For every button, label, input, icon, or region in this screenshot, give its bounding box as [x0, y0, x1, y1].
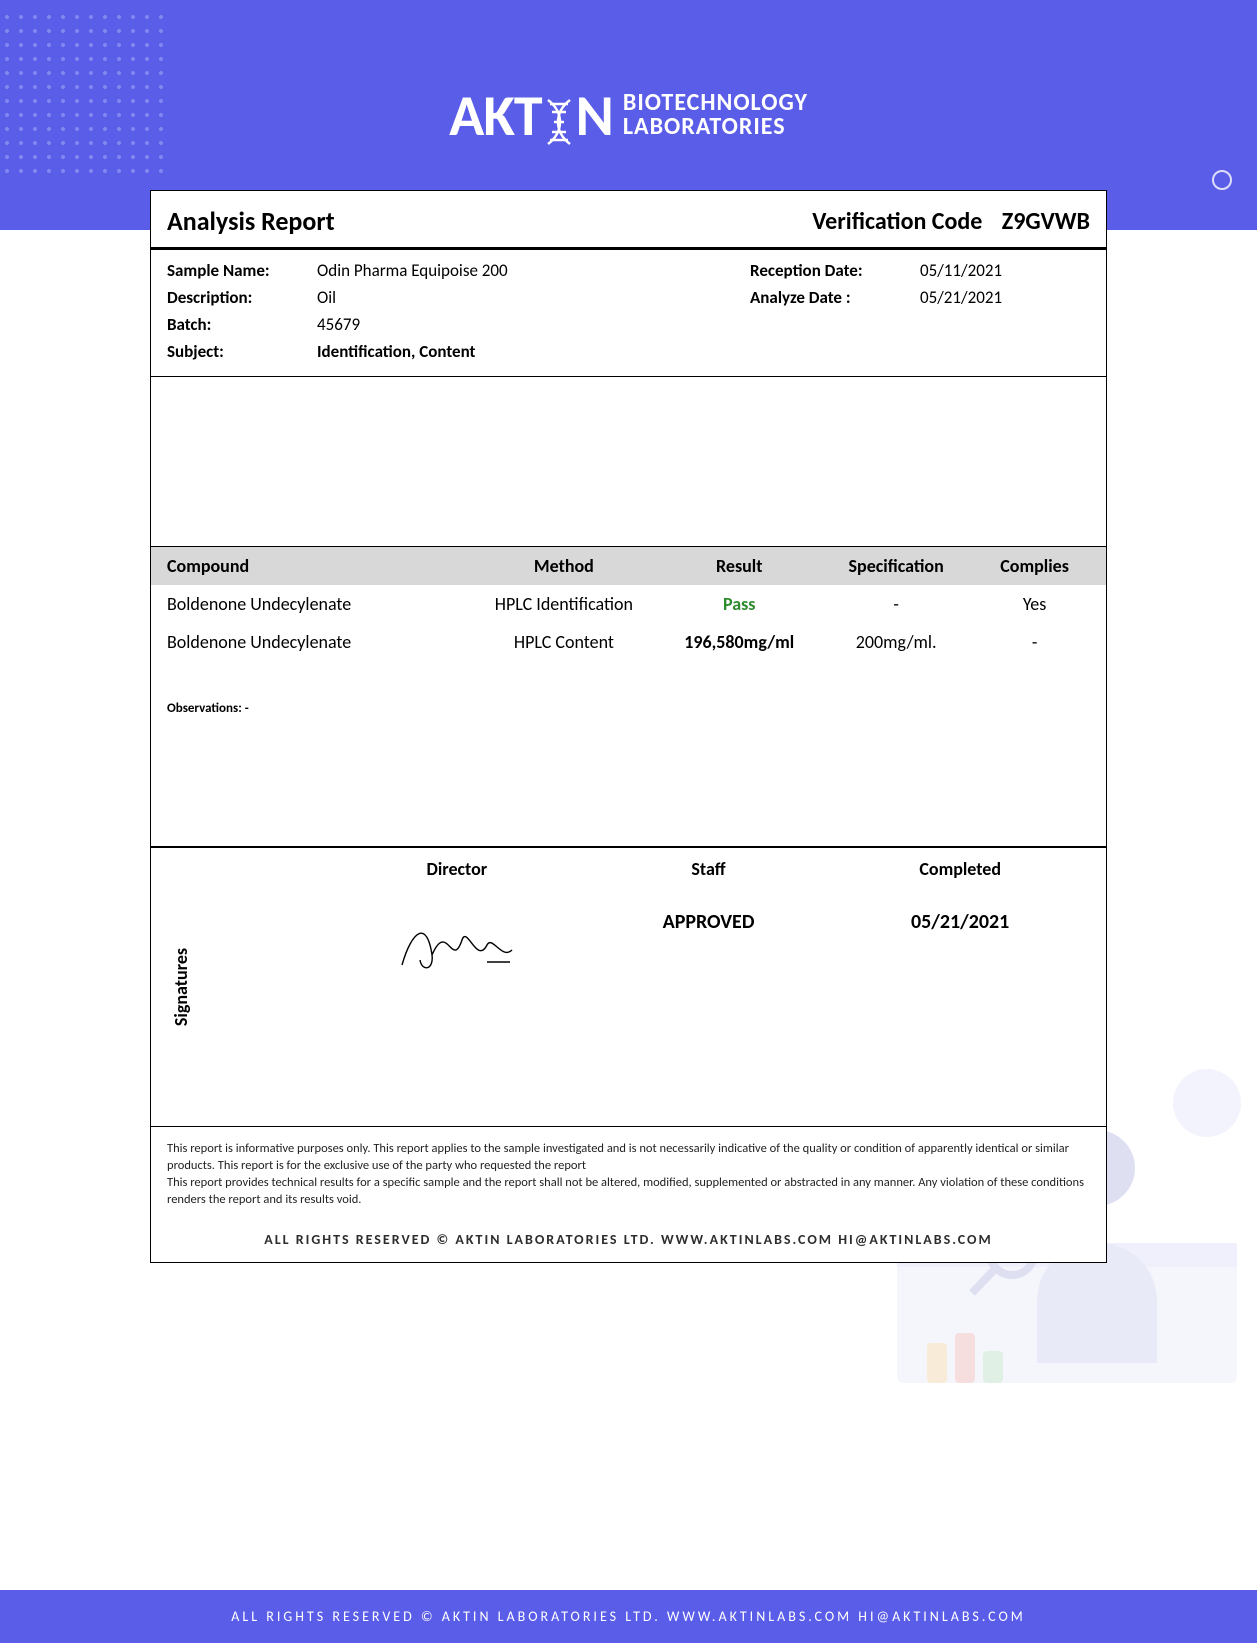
cell-spec: -	[813, 593, 979, 615]
logo-text: AKT N	[449, 80, 613, 151]
subject-value: Identification, Content	[317, 341, 475, 362]
logo-sub2: LABORATORIES	[623, 115, 808, 139]
col-spec-header: Specification	[813, 555, 979, 577]
col-method-header: Method	[462, 555, 665, 577]
cell-result: 196,580mg/ml	[665, 631, 813, 653]
cell-compound: Boldenone Undecylenate	[167, 593, 462, 615]
reception-value: 05/11/2021	[920, 260, 1002, 281]
table-row: Boldenone Undecylenate HPLC Content 196,…	[151, 623, 1106, 661]
cell-result: Pass	[665, 593, 813, 615]
meta-right: Reception Date:05/11/2021 Analyze Date :…	[750, 260, 1090, 368]
batch-value: 45679	[317, 314, 360, 335]
director-column: Director	[331, 858, 583, 1116]
description-label: Description:	[167, 287, 317, 308]
logo-right: N	[576, 80, 613, 151]
signature-columns: Director Staff APPROVED Completed 05/21/…	[211, 848, 1106, 1126]
col-complies-header: Complies	[979, 555, 1090, 577]
decorative-dot-grid	[0, 10, 170, 180]
reception-label: Reception Date:	[750, 260, 920, 281]
verification-label: Verification Code	[812, 207, 982, 236]
sample-name-label: Sample Name:	[167, 260, 317, 281]
disclaimer-line2: This report provides technical results f…	[167, 1175, 1090, 1209]
disclaimer-line1: This report is informative purposes only…	[167, 1141, 1090, 1175]
report-panel: Analysis Report Verification Code Z9GVWB…	[150, 190, 1107, 1263]
col-compound-header: Compound	[167, 555, 462, 577]
table-row: Boldenone Undecylenate HPLC Identificati…	[151, 585, 1106, 623]
page-bottom: ALL RIGHTS RESERVED © AKTIN LABORATORIES…	[0, 1263, 1257, 1643]
subject-label: Subject:	[167, 341, 317, 362]
logo-subtitle: BIOTECHNOLOGY LABORATORIES	[623, 91, 808, 139]
results-table: Compound Method Result Specification Com…	[151, 547, 1106, 847]
observations: Observations: -	[151, 661, 1106, 726]
disclaimer: This report is informative purposes only…	[151, 1127, 1106, 1217]
meta-left: Sample Name:Odin Pharma Equipoise 200 De…	[167, 260, 750, 368]
signature-side-label: Signatures	[151, 848, 211, 1126]
cell-method: HPLC Content	[462, 631, 665, 653]
staff-label: Staff	[583, 858, 835, 880]
verification-code: Z9GVWB	[1002, 207, 1090, 236]
cell-compound: Boldenone Undecylenate	[167, 631, 462, 653]
director-label: Director	[331, 858, 583, 880]
analyze-value: 05/21/2021	[920, 287, 1002, 308]
description-value: Oil	[317, 287, 336, 308]
director-signature-icon	[392, 910, 522, 980]
decorative-ring-icon	[1212, 170, 1232, 190]
report-header: Analysis Report Verification Code Z9GVWB	[151, 191, 1106, 250]
cell-method: HPLC Identification	[462, 593, 665, 615]
signature-block: Signatures Director Staff APPROVED Compl…	[151, 847, 1106, 1127]
completed-value: 05/21/2021	[834, 910, 1086, 934]
cell-complies: Yes	[979, 593, 1090, 615]
meta-section: Sample Name:Odin Pharma Equipoise 200 De…	[151, 250, 1106, 377]
staff-value: APPROVED	[583, 910, 835, 934]
col-result-header: Result	[665, 555, 813, 577]
spacer	[151, 726, 1106, 846]
dna-icon	[544, 91, 574, 139]
signature-side-text: Signatures	[170, 948, 192, 1026]
batch-label: Batch:	[167, 314, 317, 335]
sample-name-value: Odin Pharma Equipoise 200	[317, 260, 508, 281]
footer-inner: ALL RIGHTS RESERVED © AKTIN LABORATORIES…	[151, 1217, 1106, 1262]
cell-spec: 200mg/ml.	[813, 631, 979, 653]
logo-left: AKT	[449, 80, 542, 151]
results-header-row: Compound Method Result Specification Com…	[151, 547, 1106, 585]
cell-complies: -	[979, 631, 1090, 653]
footer-band: ALL RIGHTS RESERVED © AKTIN LABORATORIES…	[0, 1590, 1257, 1643]
spacer	[151, 377, 1106, 547]
completed-label: Completed	[834, 858, 1086, 880]
staff-column: Staff APPROVED	[583, 858, 835, 1116]
report-title: Analysis Report	[167, 205, 335, 237]
completed-column: Completed 05/21/2021	[834, 858, 1086, 1116]
verification: Verification Code Z9GVWB	[812, 207, 1090, 236]
analyze-label: Analyze Date :	[750, 287, 920, 308]
